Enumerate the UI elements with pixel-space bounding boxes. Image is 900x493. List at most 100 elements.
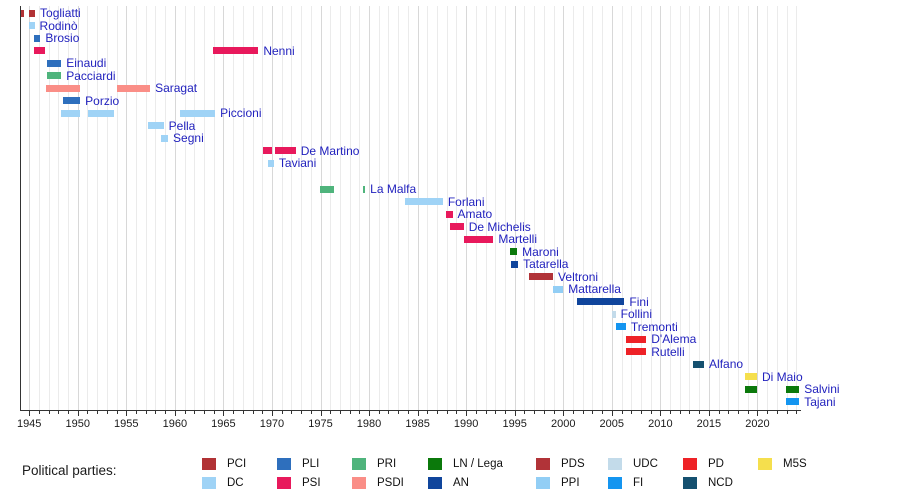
axis-tick [68,411,70,414]
axis-tick [524,411,526,414]
axis-tick [145,411,147,414]
gridline [97,6,99,410]
term-bar [28,9,35,17]
legend-swatch [608,458,622,470]
gridline [262,6,264,410]
axis-tick-label: 2015 [696,418,722,430]
axis-tick-label: 1970 [259,418,285,430]
gridline [252,6,254,410]
axis-tick [767,411,769,414]
axis-tick [223,411,225,416]
axis-tick [271,411,273,416]
gridline [446,6,448,410]
term-bar [62,97,81,104]
axis-tick [48,411,50,414]
axis-tick [417,411,419,416]
legend-swatch [536,458,550,470]
axis-tick [670,411,672,414]
person-label: Tremonti [630,319,678,334]
axis-tick [165,411,167,414]
axis-tick [203,411,205,414]
term-bar [46,84,81,92]
axis-tick [485,411,487,414]
axis-tick [29,411,31,416]
legend-swatch [428,477,442,489]
person-label: Saragat [155,81,198,95]
axis-tick [252,411,254,414]
legend-item-label: M5S [783,458,807,470]
gridline [184,6,186,410]
axis-tick [184,411,186,414]
legend-swatch [202,458,216,470]
axis-tick-label: 1995 [502,418,527,430]
axis-tick [242,411,244,414]
axis-tick [602,411,604,414]
axis-tick [543,411,545,414]
person-label: Pella [168,118,196,133]
axis-tick-label: 1980 [356,418,382,430]
person-label: Salvini [804,382,840,396]
axis-tick [534,411,536,414]
gridline [650,6,652,410]
legend-item-label: PD [708,458,724,470]
legend-swatch [352,477,366,489]
axis-tick [475,411,477,414]
axis-tick [388,411,390,414]
axis-tick [747,411,749,414]
axis-tick [136,411,137,414]
person-label: Fini [629,294,649,309]
gridline [339,6,341,410]
axis-tick [456,411,458,414]
axis-tick [38,411,40,414]
term-bar [147,122,164,129]
gridline [485,6,487,410]
gridline [524,6,526,410]
axis-tick [301,411,303,414]
gridline [330,6,332,410]
gridline [640,6,642,410]
gridline [796,6,798,410]
legend-item-label: PPI [561,477,580,489]
axis-tick-label: 1955 [114,418,139,430]
gridline [106,6,108,410]
person-label: Mattarella [568,282,621,296]
legend-swatch [608,477,622,489]
gridline [291,6,293,410]
axis-tick [116,411,118,414]
gridline [116,6,118,410]
legend-swatch [277,477,291,489]
gridline [213,6,215,410]
axis-tick [398,411,400,414]
axis-tick [738,411,740,414]
axis-tick [320,411,322,416]
gridline [427,6,429,410]
axis-tick [718,411,720,414]
axis-tick [553,411,555,414]
term-bar [88,109,115,117]
legend-item-label: FI [633,477,644,489]
term-bar [33,47,45,54]
term-bar [28,22,35,29]
axis-tick [728,411,730,414]
axis-tick [621,411,623,414]
gridline [407,6,409,410]
gridline [670,6,672,410]
axis-tick-label: 1985 [405,418,430,430]
x-axis-line [19,410,801,411]
gridline [776,6,778,410]
axis-tick [572,411,574,414]
axis-tick [708,411,710,416]
axis-tick [679,411,681,414]
gridline [718,6,720,410]
axis-tick [378,411,380,414]
axis-tick [262,411,264,414]
axis-tick [291,411,293,414]
axis-tick [359,411,361,414]
person-label: Veltroni [558,269,599,284]
axis-tick [563,411,565,416]
term-bar [510,248,518,255]
axis-tick [786,411,788,414]
gridline [611,6,613,410]
legend-item-label: PLI [302,458,320,470]
person-label: Porzio [85,93,120,108]
